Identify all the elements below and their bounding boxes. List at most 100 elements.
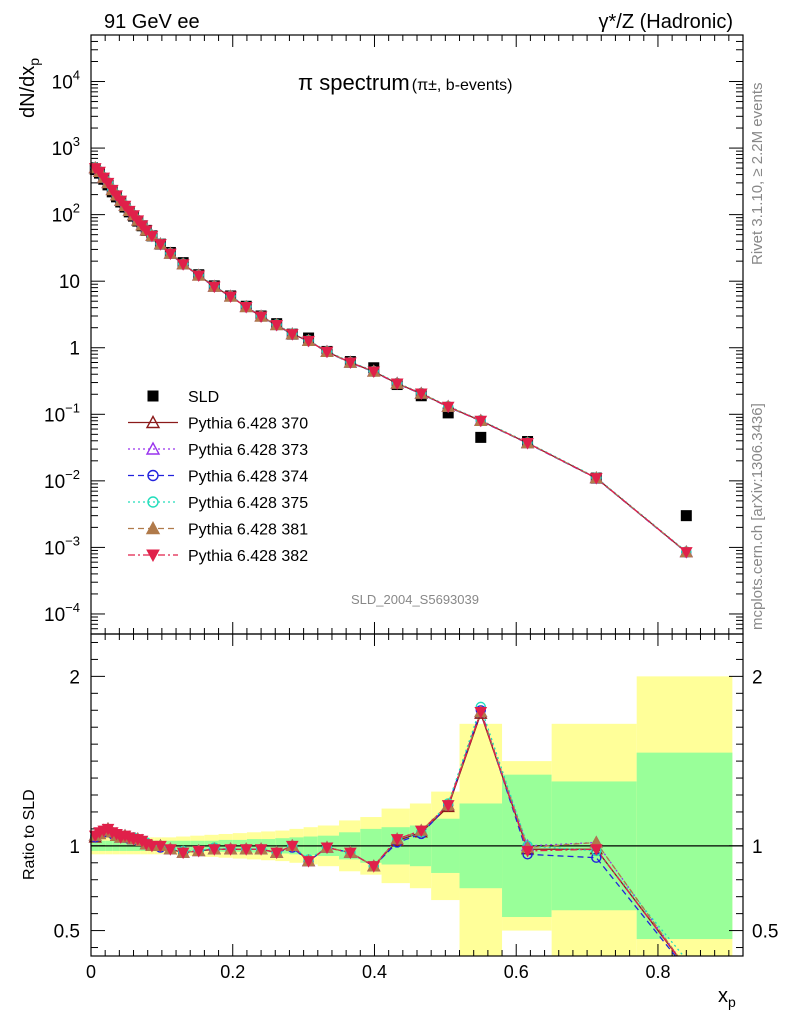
y-tick-exponent: 2 (73, 201, 80, 216)
y-axis-label-main-sub: p (26, 58, 42, 66)
legend-swatch-marker (145, 441, 161, 455)
mc-point-ratio (474, 706, 488, 719)
y-tick-label: 10−3 (44, 533, 80, 559)
y-tick-exponent: −4 (65, 600, 80, 615)
main-panel-frame (90, 34, 744, 635)
mc-point-main (344, 357, 357, 370)
mc-point-ratio (521, 845, 534, 858)
y-tick-label: 1 (69, 339, 80, 360)
x-axis-label-sub: p (728, 994, 736, 1010)
legend-swatch-marker (145, 521, 161, 535)
y-tick-exponent: −1 (65, 400, 80, 415)
mc-point-main (390, 378, 404, 391)
y-axis-label-main-text: dN/dx (17, 66, 39, 118)
y-tick-mantissa: 1 (69, 339, 80, 360)
mc-point-main (176, 259, 190, 271)
mc-line-main (94, 167, 687, 553)
y-tick-label: 10−4 (44, 600, 80, 626)
y-axis-label-ratio: Ratio to SLD (21, 789, 38, 880)
series-markers (88, 161, 693, 873)
mc-point-main (589, 473, 603, 485)
legend-entry-label: Pythia 6.428 370 (188, 416, 308, 433)
mc-line-main (94, 167, 687, 553)
legend-swatch-marker (147, 496, 159, 508)
mc-point-main (101, 177, 115, 190)
mc-line-main (94, 167, 687, 553)
mc-point-main (474, 415, 488, 428)
mc-line-main (94, 167, 687, 553)
ratio-panel-frame (90, 633, 744, 957)
y-axis-label-main: dN/dxp (17, 58, 42, 118)
mc-point-ratio (254, 844, 268, 856)
x-tick-label: 0 (86, 962, 96, 982)
mc-point-main (679, 547, 693, 559)
y-tick-mantissa: 10 (52, 206, 73, 227)
y-tick-label: 103 (52, 134, 80, 160)
ratio-y-tick-label-right: 1 (752, 837, 763, 858)
chart-title-sub: (π±, b-events) (412, 77, 513, 94)
mc-point-ratio (589, 844, 603, 856)
mc-point-main (224, 291, 237, 303)
legend: SLD Pythia 6.428 370 Pythia 6.428 373 Pythi… (128, 389, 308, 565)
chart-title: π spectrum (π±, b-events) (298, 70, 513, 95)
mc-point-main (145, 230, 159, 243)
y-tick-mantissa: 10 (44, 538, 65, 559)
mc-point-ratio (192, 845, 206, 858)
legend-entry-label: Pythia 6.428 381 (188, 522, 308, 539)
ratio-y-tick-label-left: 2 (69, 667, 80, 688)
x-tick-label: 0.4 (362, 962, 387, 982)
mc-line-main (94, 167, 687, 553)
mc-point-ratio (145, 840, 159, 853)
mc-point-ratio (344, 847, 357, 860)
legend-swatch-marker (146, 549, 160, 563)
y-tick-mantissa: 10 (44, 605, 65, 626)
mc-point-ratio (207, 844, 221, 856)
ratio-uncertainty-bands (91, 676, 743, 956)
header-right-label: γ*/Z (Hadronic) (599, 11, 733, 33)
mc-point-main (285, 329, 299, 341)
mc-point-main (367, 366, 381, 379)
legend-entry-label: Pythia 6.428 373 (188, 442, 308, 459)
mc-point-main (93, 166, 106, 179)
legend-swatch-marker (145, 415, 161, 429)
mc-point-ratio (367, 861, 381, 873)
mc-point-main (414, 388, 428, 401)
mc-point-main (521, 438, 534, 450)
y-tick-label: 10 (59, 272, 80, 293)
ratio-y-tick-label-left: 0.5 (54, 922, 80, 943)
y-tick-exponent: −2 (65, 467, 80, 482)
mc-line-main (94, 167, 687, 553)
mc-point-ratio (176, 847, 190, 860)
legend-entry-label: SLD (188, 389, 219, 406)
mc-point-main (192, 270, 206, 282)
y-tick-mantissa: 10 (44, 472, 65, 493)
y-tick-mantissa: 10 (44, 405, 65, 426)
mc-point-ratio (320, 842, 334, 855)
y-tick-mantissa: 10 (52, 139, 73, 160)
mc-point-ratio (302, 856, 315, 868)
legend-entry-label: Pythia 6.428 382 (188, 548, 308, 565)
mc-point-ratio (224, 844, 237, 856)
y-tick-exponent: 3 (73, 134, 80, 149)
mc-point-main (254, 311, 268, 324)
mc-point-main (441, 401, 455, 414)
mc-point-main (320, 346, 334, 359)
data-point (680, 510, 692, 522)
data-point (475, 431, 487, 443)
mc-point-ratio (390, 834, 404, 846)
header-left-label: 91 GeV ee (104, 11, 200, 33)
mc-point-main (154, 239, 167, 251)
x-tick-label: 0.8 (645, 962, 670, 982)
mcplots-label: mcplots.cern.ch [arXiv:1306.3436] (749, 403, 766, 630)
mc-point-ratio (154, 840, 167, 853)
ratio-y-tick-label-right: 2 (752, 667, 763, 688)
mc-point-ratio (270, 847, 284, 860)
ratio-y-tick-label-right: 0.5 (752, 922, 778, 943)
legend-entry-label: Pythia 6.428 374 (188, 469, 308, 486)
mc-point-ratio (441, 800, 455, 812)
legend-swatch-marker (147, 390, 159, 402)
rivet-label: Rivet 3.1.10, ≥ 2.2M events (749, 83, 766, 266)
y-tick-label: 10−1 (44, 400, 80, 426)
mc-point-ratio (414, 825, 428, 838)
